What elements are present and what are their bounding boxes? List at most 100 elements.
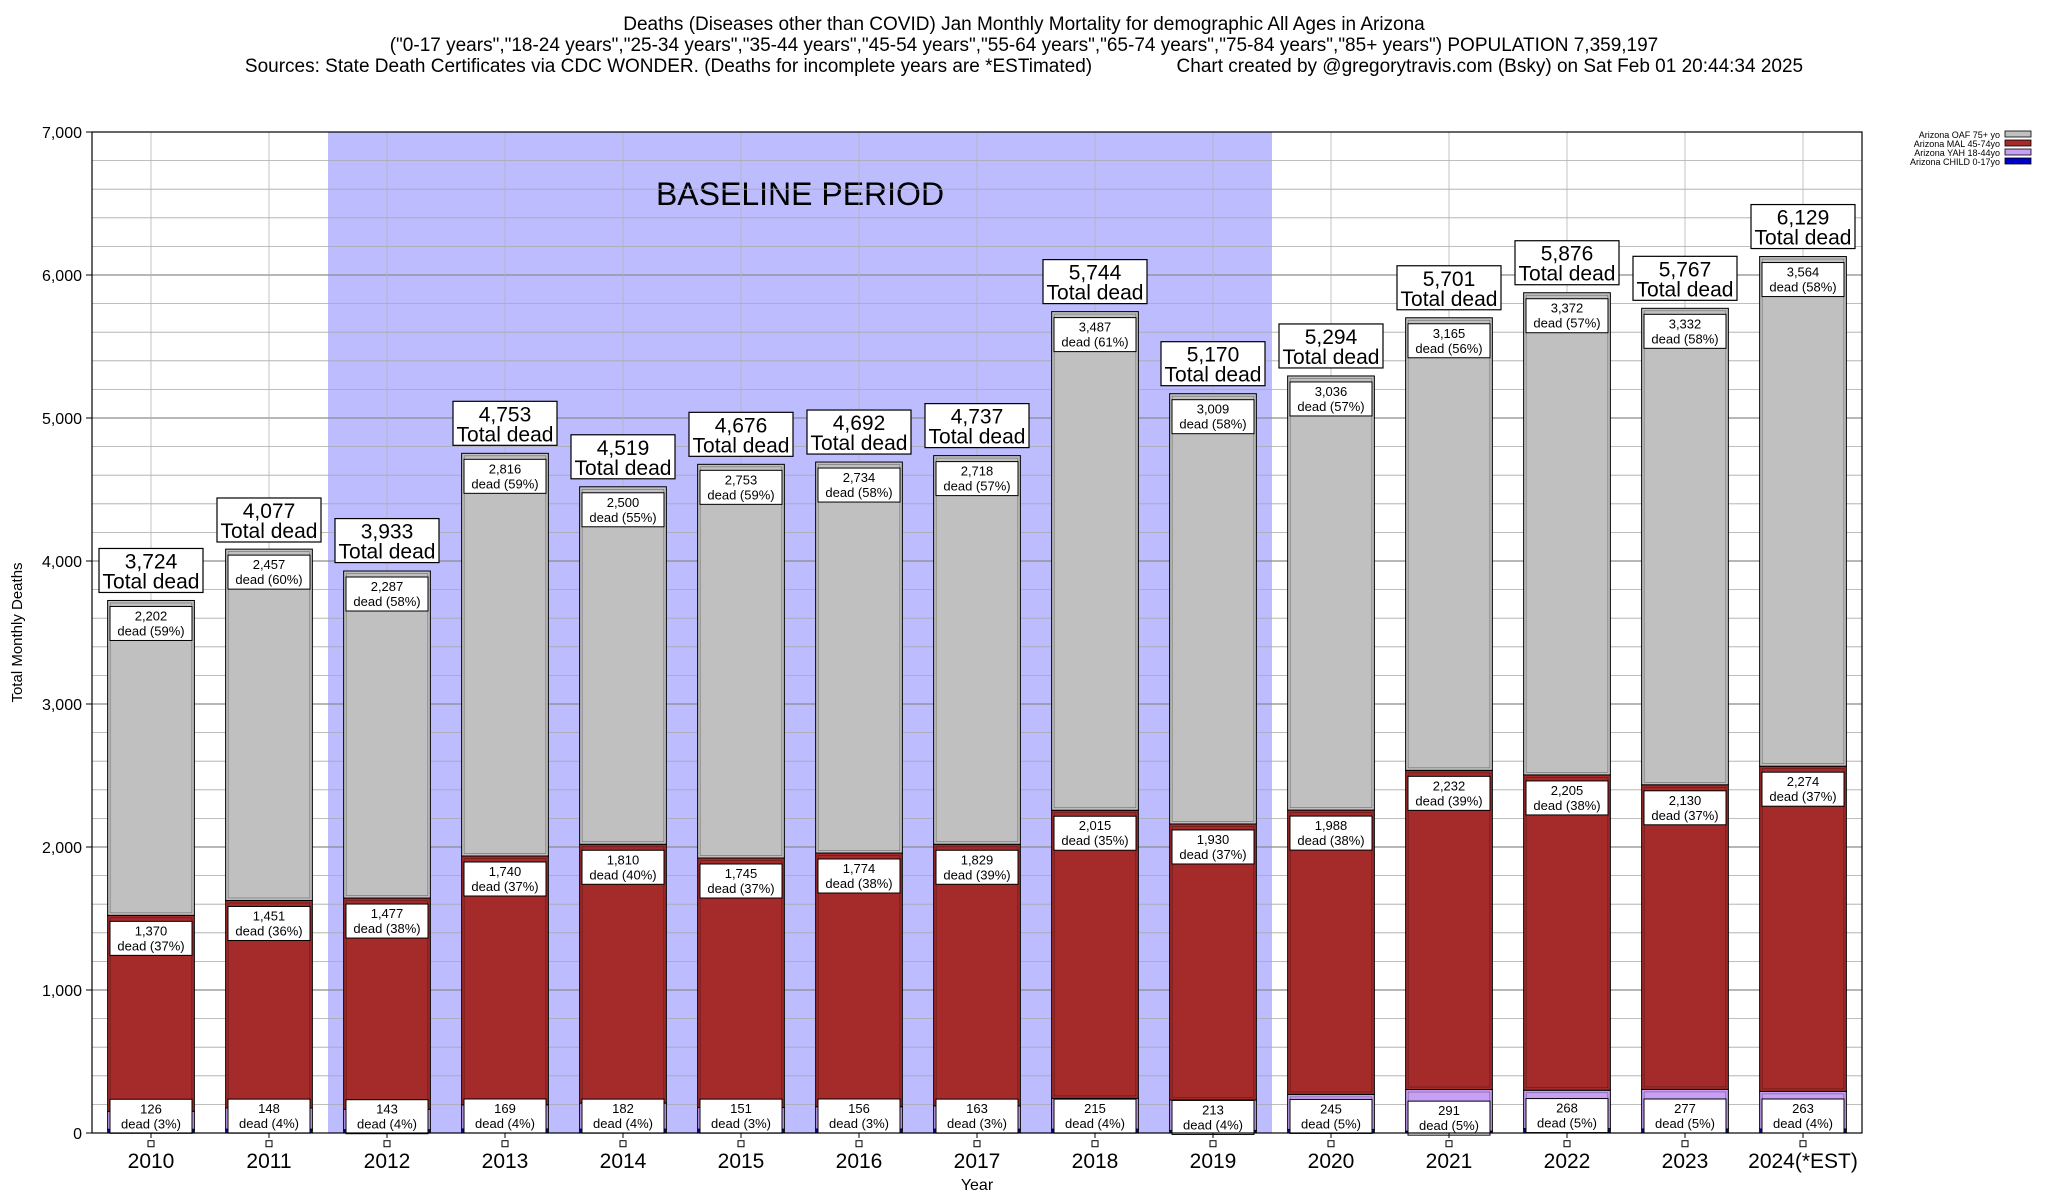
segment-percent-label: dead (38%) — [825, 876, 892, 891]
bar-segment-inner-frame — [109, 602, 193, 914]
segment-label-box — [1289, 1098, 1373, 1134]
segment-label-box — [817, 467, 901, 503]
total-dead-label: Total dead — [221, 520, 318, 543]
segment-value-label: 1,745 — [725, 866, 758, 881]
y-tick-label: 2,000 — [42, 840, 82, 857]
bar-segment-arizona-oaf-75-yo — [815, 461, 903, 854]
total-dead-label: Total dead — [929, 426, 1026, 449]
x-tick-label: 2023 — [1662, 1150, 1709, 1173]
bar-segment-arizona-oaf-75-yo — [1169, 393, 1257, 825]
segment-percent-label: dead (5%) — [1537, 1116, 1597, 1131]
segment-label-box — [699, 863, 783, 899]
segment-value-label: 1,810 — [607, 852, 640, 867]
bar-segment-inner-frame — [345, 573, 429, 896]
segment-value-label: 215 — [1084, 1101, 1106, 1116]
x-tick-label: 2016 — [836, 1150, 883, 1173]
segment-value-label: 2,457 — [253, 557, 286, 572]
segment-value-label: 3,036 — [1315, 384, 1348, 399]
segment-label-box — [935, 1098, 1019, 1134]
segment-percent-label: dead (4%) — [1065, 1116, 1125, 1131]
y-tick-label: 0 — [73, 1126, 82, 1143]
segment-percent-label: dead (3%) — [711, 1116, 771, 1131]
segment-label-box — [463, 861, 547, 897]
bar-segment-inner-frame — [1171, 826, 1255, 1098]
segment-value-label: 2,205 — [1551, 783, 1584, 798]
bar-segment-inner-frame — [1289, 378, 1373, 808]
segment-label-box — [1761, 771, 1845, 807]
segment-label-box — [699, 1098, 783, 1134]
bar-segment-inner-frame — [1289, 812, 1373, 1093]
total-dead-label: Total dead — [693, 434, 790, 457]
bar-segment-inner-frame — [1171, 395, 1255, 822]
segment-percent-label: dead (38%) — [353, 921, 420, 936]
segment-value-label: 163 — [966, 1101, 988, 1116]
total-label-box — [1396, 265, 1502, 311]
segment-value-label: 126 — [140, 1101, 162, 1116]
segment-percent-label: dead (5%) — [1655, 1116, 1715, 1131]
segment-value-label: 169 — [494, 1101, 516, 1116]
segment-percent-label: dead (58%) — [1769, 280, 1836, 295]
bar-segment-inner-frame — [935, 457, 1019, 843]
bar-segment-inner-frame — [1407, 772, 1491, 1088]
bar-segment-arizona-oaf-75-yo — [1287, 375, 1375, 811]
segment-label-box — [345, 903, 429, 939]
total-value-label: 4,519 — [597, 437, 650, 460]
bar-segment-arizona-mal-45-74yo — [1287, 809, 1375, 1095]
segment-percent-label: dead (4%) — [357, 1117, 417, 1132]
y-tick-label: 3,000 — [42, 697, 82, 714]
chart-title-line-2: ("0-17 years","18-24 years","25-34 years… — [389, 35, 1659, 56]
segment-label-box — [935, 461, 1019, 497]
segment-label-box — [1643, 1098, 1727, 1134]
x-tick-label: 2021 — [1426, 1150, 1473, 1173]
segment-percent-label: dead (57%) — [1533, 316, 1600, 331]
legend-swatch — [2004, 157, 2032, 165]
child-series-marker — [1563, 1140, 1571, 1148]
segment-percent-label: dead (60%) — [235, 572, 302, 587]
segment-value-label: 3,564 — [1787, 265, 1820, 280]
segment-percent-label: dead (38%) — [1533, 798, 1600, 813]
segment-value-label: 1,829 — [961, 852, 994, 867]
segment-value-label: 291 — [1438, 1103, 1460, 1118]
segment-value-label: 268 — [1556, 1101, 1578, 1116]
child-series-marker — [383, 1140, 391, 1148]
segment-percent-label: dead (3%) — [121, 1116, 181, 1131]
bar-segment-inner-frame — [1643, 786, 1727, 1088]
segment-percent-label: dead (4%) — [475, 1116, 535, 1131]
child-series-marker — [1091, 1140, 1099, 1148]
segment-percent-label: dead (39%) — [1415, 793, 1482, 808]
child-series-marker — [855, 1140, 863, 1148]
total-dead-label: Total dead — [1519, 263, 1616, 286]
segment-value-label: 151 — [730, 1101, 752, 1116]
segment-label-box — [1761, 262, 1845, 298]
total-dead-label: Total dead — [1283, 346, 1380, 369]
segment-percent-label: dead (4%) — [593, 1116, 653, 1131]
segment-percent-label: dead (37%) — [471, 879, 538, 894]
bar-segment-arizona-mal-45-74yo — [697, 857, 785, 1109]
segment-label-box — [817, 858, 901, 894]
bar-segment-inner-frame — [227, 551, 311, 899]
bar-segment-arizona-mal-45-74yo — [1523, 774, 1611, 1091]
x-tick-label: 2012 — [364, 1150, 411, 1173]
segment-value-label: 263 — [1792, 1101, 1814, 1116]
total-value-label: 4,692 — [833, 412, 886, 435]
legend-label: Arizona CHILD 0-17yo — [1910, 157, 2000, 167]
segment-value-label: 2,015 — [1079, 818, 1112, 833]
y-tick-label: 4,000 — [42, 554, 82, 571]
x-tick-label: 2015 — [718, 1150, 765, 1173]
bar-segment-inner-frame — [1407, 319, 1491, 769]
segment-percent-label: dead (56%) — [1415, 341, 1482, 356]
segment-percent-label: dead (3%) — [829, 1116, 889, 1131]
x-tick-label: 2017 — [954, 1150, 1001, 1173]
total-value-label: 5,876 — [1541, 243, 1594, 266]
bar-segment-inner-frame — [1053, 313, 1137, 809]
total-dead-label: Total dead — [1755, 227, 1852, 250]
bar-segment-arizona-mal-45-74yo — [579, 843, 667, 1104]
total-dead-label: Total dead — [1401, 288, 1498, 311]
total-label-box — [570, 434, 676, 480]
segment-label-box — [463, 1098, 547, 1134]
x-tick-label: 2018 — [1072, 1150, 1119, 1173]
segment-value-label: 2,500 — [607, 495, 640, 510]
bar-segment-inner-frame — [1525, 777, 1609, 1089]
segment-value-label: 277 — [1674, 1101, 1696, 1116]
bar-segment-arizona-oaf-75-yo — [461, 452, 549, 857]
